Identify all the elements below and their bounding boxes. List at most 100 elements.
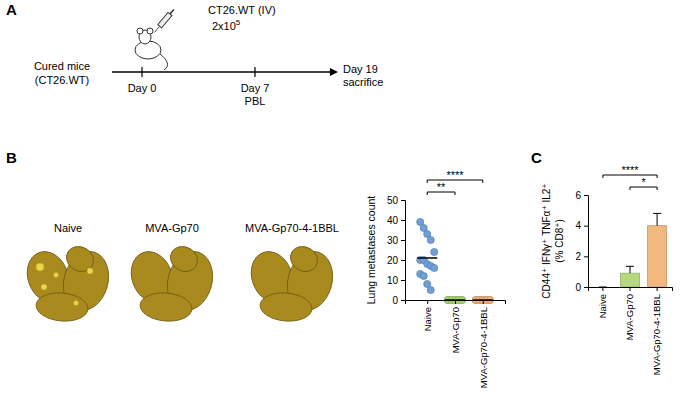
injection-label: CT26.WT (IV) bbox=[208, 4, 276, 16]
lung-lobe bbox=[166, 242, 202, 277]
tick: 30 bbox=[387, 235, 405, 246]
tick-label: MVA-Gp70 bbox=[624, 294, 635, 340]
tick: Naive bbox=[422, 300, 433, 331]
dose-exponent: 5 bbox=[236, 18, 241, 27]
timeline-arrowhead bbox=[330, 68, 338, 76]
significance-label: * bbox=[641, 176, 646, 188]
bar bbox=[593, 287, 612, 288]
axis-line bbox=[401, 201, 406, 301]
panel-label: B bbox=[6, 149, 17, 166]
tick-label: MVA-Gp70-4-1BBL bbox=[478, 307, 489, 388]
metastasis-spot bbox=[36, 263, 44, 271]
timeline-tick bbox=[141, 67, 142, 77]
dot-plot: 0 10 20 30 40 50 Naive MVA-Gp70 MVA-Gp70-4-1BBL L… bbox=[365, 169, 506, 388]
data-point bbox=[431, 264, 438, 271]
mean-line bbox=[417, 257, 437, 259]
timeline-axis bbox=[112, 71, 330, 73]
tick-label: 4 bbox=[575, 220, 581, 231]
y-axis-title: Lung metastases count bbox=[365, 196, 377, 305]
error-line bbox=[657, 213, 658, 225]
tick-mark bbox=[584, 226, 588, 227]
photo-label: MVA-Gp70 bbox=[145, 222, 199, 234]
x-axis: Naive MVA-Gp70 MVA-Gp70-4-1BBL bbox=[589, 287, 673, 375]
y-axis: 0 10 20 30 40 50 bbox=[387, 195, 406, 306]
error-bar bbox=[653, 213, 661, 225]
lung-lobe bbox=[62, 242, 98, 277]
y-axis-title: CD44⁺ IFNγ⁺ TNFα⁺ IL2⁺ bbox=[541, 183, 552, 298]
significance-label: **** bbox=[621, 164, 639, 176]
axis-line bbox=[584, 196, 589, 288]
timeline-tick bbox=[254, 67, 255, 77]
tick-mark bbox=[602, 287, 603, 291]
tick-mark bbox=[657, 287, 658, 291]
significance-label: ** bbox=[437, 181, 446, 193]
mouse-ear bbox=[137, 28, 143, 34]
timeline-start-label: Cured mice bbox=[34, 60, 90, 72]
lung-image bbox=[20, 242, 115, 324]
tick-label: 6 bbox=[575, 190, 581, 201]
tick: 10 bbox=[387, 275, 405, 286]
tick-mark bbox=[401, 200, 405, 201]
metastasis-spot bbox=[41, 284, 47, 290]
tick-mark bbox=[401, 220, 405, 221]
syringe-plunger bbox=[170, 9, 174, 14]
data-point bbox=[427, 286, 434, 293]
syringe-icon bbox=[153, 8, 176, 34]
tick-label: Naive bbox=[422, 307, 433, 331]
tick: 0 bbox=[392, 295, 405, 306]
bar-marks bbox=[599, 213, 667, 287]
x-axis: Naive MVA-Gp70 MVA-Gp70-4-1BBL bbox=[406, 300, 506, 388]
error-cap bbox=[599, 287, 607, 288]
tick-mark bbox=[483, 300, 484, 304]
timeline-event: Day 0 bbox=[128, 82, 157, 94]
axis-line bbox=[406, 301, 506, 305]
dot-marks bbox=[417, 218, 494, 303]
bar bbox=[648, 226, 667, 287]
tick: 6 bbox=[575, 190, 588, 201]
tick-label: 0 bbox=[575, 282, 581, 293]
lung-image bbox=[244, 242, 339, 324]
tick-mark bbox=[455, 300, 456, 304]
syringe-barrel bbox=[158, 12, 172, 27]
data-point bbox=[431, 248, 438, 255]
panel-label: C bbox=[531, 149, 542, 166]
dose-base: 2x10 bbox=[212, 20, 236, 32]
tick-label: 20 bbox=[387, 255, 399, 266]
lung-lobe bbox=[139, 291, 193, 323]
lung-photo: NaiveMVA-Gp70MVA-Gp70-4-1BBL bbox=[20, 222, 339, 323]
metastasis-spot bbox=[54, 273, 59, 278]
tick: 4 bbox=[575, 220, 588, 231]
tick-label: 10 bbox=[387, 275, 399, 286]
bar bbox=[621, 273, 640, 287]
lung-lobe bbox=[286, 242, 322, 277]
tick-label: MVA-Gp70 bbox=[450, 307, 461, 353]
tick-mark bbox=[401, 240, 405, 241]
tick: Naive bbox=[597, 287, 608, 318]
tick-label: Naive bbox=[597, 294, 608, 318]
mouse-tail bbox=[160, 54, 167, 70]
tick-label: MVA-Gp70-4-1BBL bbox=[651, 294, 662, 375]
timeline-note: sacrifice bbox=[343, 76, 383, 88]
tick-mark bbox=[427, 300, 428, 304]
y-axis-title: (% CD8⁺) bbox=[554, 219, 565, 263]
tick-label: 2 bbox=[575, 251, 581, 262]
panel-label: A bbox=[6, 1, 17, 18]
timeline-event: Day 19 bbox=[343, 63, 378, 75]
figure: ABCCured mice(CT26.WT)Day 0Day 7PBLDay 1… bbox=[0, 0, 689, 395]
tick: 50 bbox=[387, 195, 405, 206]
tick: 40 bbox=[387, 215, 405, 226]
tick: MVA-Gp70-4-1BBL bbox=[478, 300, 489, 388]
tick: MVA-Gp70 bbox=[450, 300, 461, 353]
tick-mark bbox=[584, 195, 588, 196]
photo-label: Naive bbox=[54, 222, 82, 234]
lung-lobe bbox=[35, 291, 89, 323]
error-bar bbox=[626, 266, 634, 273]
tick: 0 bbox=[575, 282, 588, 293]
tick-label: 30 bbox=[387, 235, 399, 246]
tick: 2 bbox=[575, 251, 588, 262]
timeline-start-label: (CT26.WT) bbox=[35, 74, 89, 86]
tick-label: 0 bbox=[392, 295, 398, 306]
lung-lobe bbox=[259, 291, 313, 323]
tick-mark bbox=[584, 287, 588, 288]
error-cap bbox=[626, 266, 634, 267]
